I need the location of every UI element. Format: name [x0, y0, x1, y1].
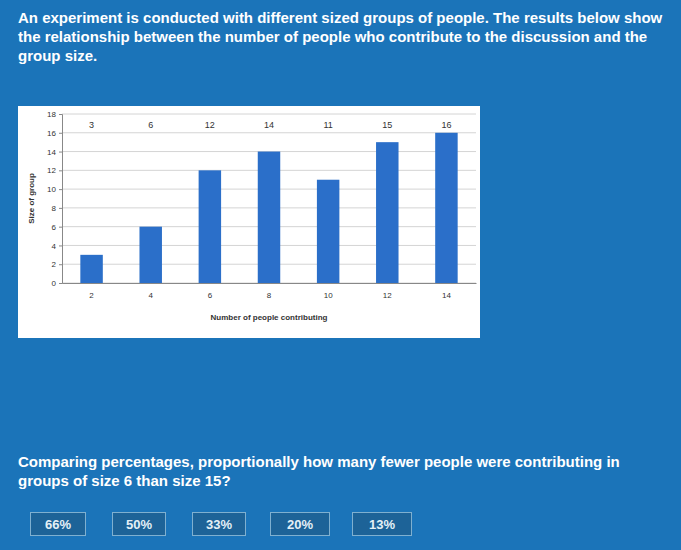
x-tick-label: 4 [148, 291, 153, 300]
y-tick-mark [59, 227, 62, 228]
y-tick-label: 16 [47, 129, 56, 138]
y-tick-mark [59, 208, 62, 209]
bar [435, 133, 457, 283]
y-tick-mark [59, 152, 62, 153]
data-label: 11 [323, 120, 332, 130]
x-tick: 4 [148, 283, 153, 300]
answer-button[interactable]: 20% [270, 512, 330, 536]
x-tick: 6 [208, 283, 213, 300]
y-tick-mark [59, 283, 62, 284]
bars [80, 133, 457, 283]
y-tick-label: 12 [47, 166, 56, 175]
y-tick-label: 18 [47, 110, 56, 119]
y-tick-label: 2 [52, 260, 57, 269]
y-axis-line [59, 115, 63, 284]
y-tick-label: 14 [47, 148, 56, 157]
y-tick: 6 [52, 223, 62, 232]
x-tick: 14 [442, 283, 451, 300]
x-tick: 12 [383, 283, 392, 300]
grid-line [62, 132, 476, 133]
y-tick-mark [59, 133, 62, 134]
x-tick-label: 2 [89, 291, 94, 300]
x-tick: 8 [267, 283, 272, 300]
y-tick-label: 10 [47, 185, 56, 194]
question-text: Comparing percentages, proportionally ho… [18, 452, 638, 490]
y-tick: 4 [52, 242, 62, 251]
y-tick: 16 [47, 129, 62, 138]
y-tick: 0 [52, 279, 62, 288]
chart: 0 2 4 6 8 10 12 14 16 18 2 4 6 8 10 12 14 3 6 12 14 11 15 16 Num… [18, 106, 480, 338]
y-tick-label: 8 [52, 204, 57, 213]
x-tick-label: 8 [267, 291, 272, 300]
answer-button[interactable]: 50% [112, 512, 166, 536]
y-tick: 8 [52, 204, 62, 213]
y-tick-mark [59, 189, 62, 190]
x-tick-label: 14 [442, 291, 451, 300]
bar [199, 170, 221, 283]
answer-button[interactable]: 13% [352, 512, 412, 536]
y-tick-mark [59, 245, 62, 246]
bar [80, 255, 102, 283]
x-tick-label: 12 [383, 291, 392, 300]
y-tick-mark [59, 114, 62, 115]
data-label: 3 [89, 120, 94, 130]
y-tick: 12 [47, 166, 62, 175]
x-tick-label: 10 [324, 291, 333, 300]
bar [258, 152, 280, 283]
answer-button[interactable]: 66% [30, 512, 86, 536]
y-tick: 14 [47, 148, 62, 157]
y-tick-label: 0 [52, 279, 57, 288]
y-axis-title: Size of group [27, 173, 36, 224]
bar [376, 142, 398, 283]
x-tick: 10 [324, 283, 333, 300]
y-tick-mark [59, 170, 62, 171]
grid-line [62, 114, 476, 115]
x-tick-label: 6 [208, 291, 213, 300]
intro-text: An experiment is conducted with differen… [18, 8, 668, 65]
y-tick-label: 4 [52, 242, 57, 251]
y-tick: 2 [52, 260, 62, 269]
x-axis: 2 4 6 8 10 12 14 [63, 283, 477, 300]
chart-background [18, 106, 480, 338]
answer-button[interactable]: 33% [192, 512, 246, 536]
data-label: 6 [148, 120, 153, 130]
data-label: 12 [205, 120, 215, 130]
x-tick: 2 [89, 283, 94, 300]
x-axis-line [63, 283, 477, 284]
x-axis-title: Number of people contributing [211, 313, 328, 322]
y-axis: 0 2 4 6 8 10 12 14 16 18 [47, 110, 62, 288]
y-tick-mark [59, 264, 62, 265]
y-tick: 10 [47, 185, 62, 194]
y-tick: 18 [47, 110, 62, 119]
data-label: 15 [382, 120, 392, 130]
y-tick-label: 6 [52, 223, 57, 232]
data-label: 16 [441, 120, 451, 130]
data-label: 14 [264, 120, 274, 130]
bar [317, 180, 339, 283]
bar [139, 227, 161, 283]
